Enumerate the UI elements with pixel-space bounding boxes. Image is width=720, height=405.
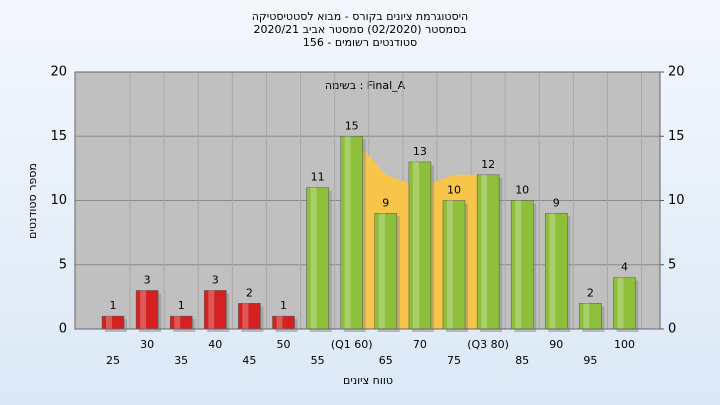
data-label: 9 [382,196,389,209]
y-axis-label: מספר סטודנטים [26,163,39,239]
chart-title: היסטוגרמת ציונים בקורס - מבוא לסטטיסטיקה [252,10,468,23]
bar [135,290,159,330]
x-tick-label: 55 [311,354,325,367]
bar-highlight [140,290,147,329]
x-tick-label: 75 [447,354,461,367]
data-label: 11 [311,171,325,184]
y2-tick-label: 15 [668,129,685,144]
data-label: 2 [246,286,253,299]
y2-tick-label: 5 [668,257,676,272]
y2-tick-label: 20 [668,65,685,80]
bar-highlight [549,213,556,329]
bar-highlight [378,213,385,329]
bar [613,277,636,330]
x-tick-label: 45 [242,354,256,367]
bar-highlight [242,303,249,329]
x-tick-label: 90 [549,338,563,351]
annotation: בשימה : Final_A [325,79,406,92]
bar-highlight [447,200,453,329]
data-label: 9 [553,196,560,209]
y-tick-label: 5 [59,257,67,272]
bar [238,303,261,330]
bar-highlight [276,316,283,329]
data-label: 13 [413,145,427,158]
data-label: 3 [212,273,219,286]
x-tick-label: 50 [277,338,291,351]
data-label: 1 [178,299,185,312]
y-tick-label: 20 [50,65,67,80]
y-tick-label: 15 [50,129,67,144]
x-tick-label: 100 [614,338,635,351]
x-tick-label: (Q3 80) [467,338,509,351]
data-label: 10 [515,184,529,197]
x-tick-label: 30 [140,338,154,351]
bar [272,315,295,330]
bar [340,136,363,330]
bar [374,213,398,330]
bar-highlight [617,277,624,329]
y2-tick-label: 0 [668,322,676,337]
x-axis-label: טווח ציונים [343,374,393,387]
y-tick-label: 10 [50,193,67,208]
data-label: 2 [587,286,594,299]
data-label: 12 [481,158,495,171]
bar [476,174,500,330]
bar-highlight [583,303,590,329]
chart-subtitle: סטודנטים רשומים - 156 [303,36,417,49]
bar-highlight [310,187,317,329]
bar-highlight [344,136,351,329]
bar [306,187,329,330]
x-tick-label: 25 [106,354,120,367]
bar [545,213,568,330]
x-tick-label: (Q1 60) [331,338,373,351]
data-label: 4 [621,261,628,274]
bar-highlight [106,316,112,329]
y2-tick-label: 10 [668,193,685,208]
y-tick-label: 0 [59,322,67,337]
plot-border [74,71,661,330]
bar [442,200,466,330]
bar-highlight [481,174,488,329]
bar-highlight [412,161,419,329]
data-label: 1 [110,299,117,312]
x-tick-label: 95 [583,354,597,367]
bar [169,315,193,330]
bar-highlight [174,316,181,329]
data-label: 3 [144,273,151,286]
bar [510,200,534,330]
bar-highlight [208,290,215,329]
bar [408,161,432,330]
data-label: 15 [345,119,359,132]
data-label: 1 [280,299,287,312]
data-label: 10 [447,184,461,197]
chart-subtitle: בסמסטר (02/2020) סמסטר אביב 2020/21 [253,23,466,36]
bar [101,315,125,330]
bar [204,290,227,330]
x-tick-label: 40 [208,338,222,351]
x-tick-label: 70 [413,338,427,351]
x-tick-label: 85 [515,354,529,367]
bar-highlight [515,200,522,329]
x-tick-label: 65 [379,354,393,367]
bar [579,303,602,330]
x-tick-label: 35 [174,354,188,367]
